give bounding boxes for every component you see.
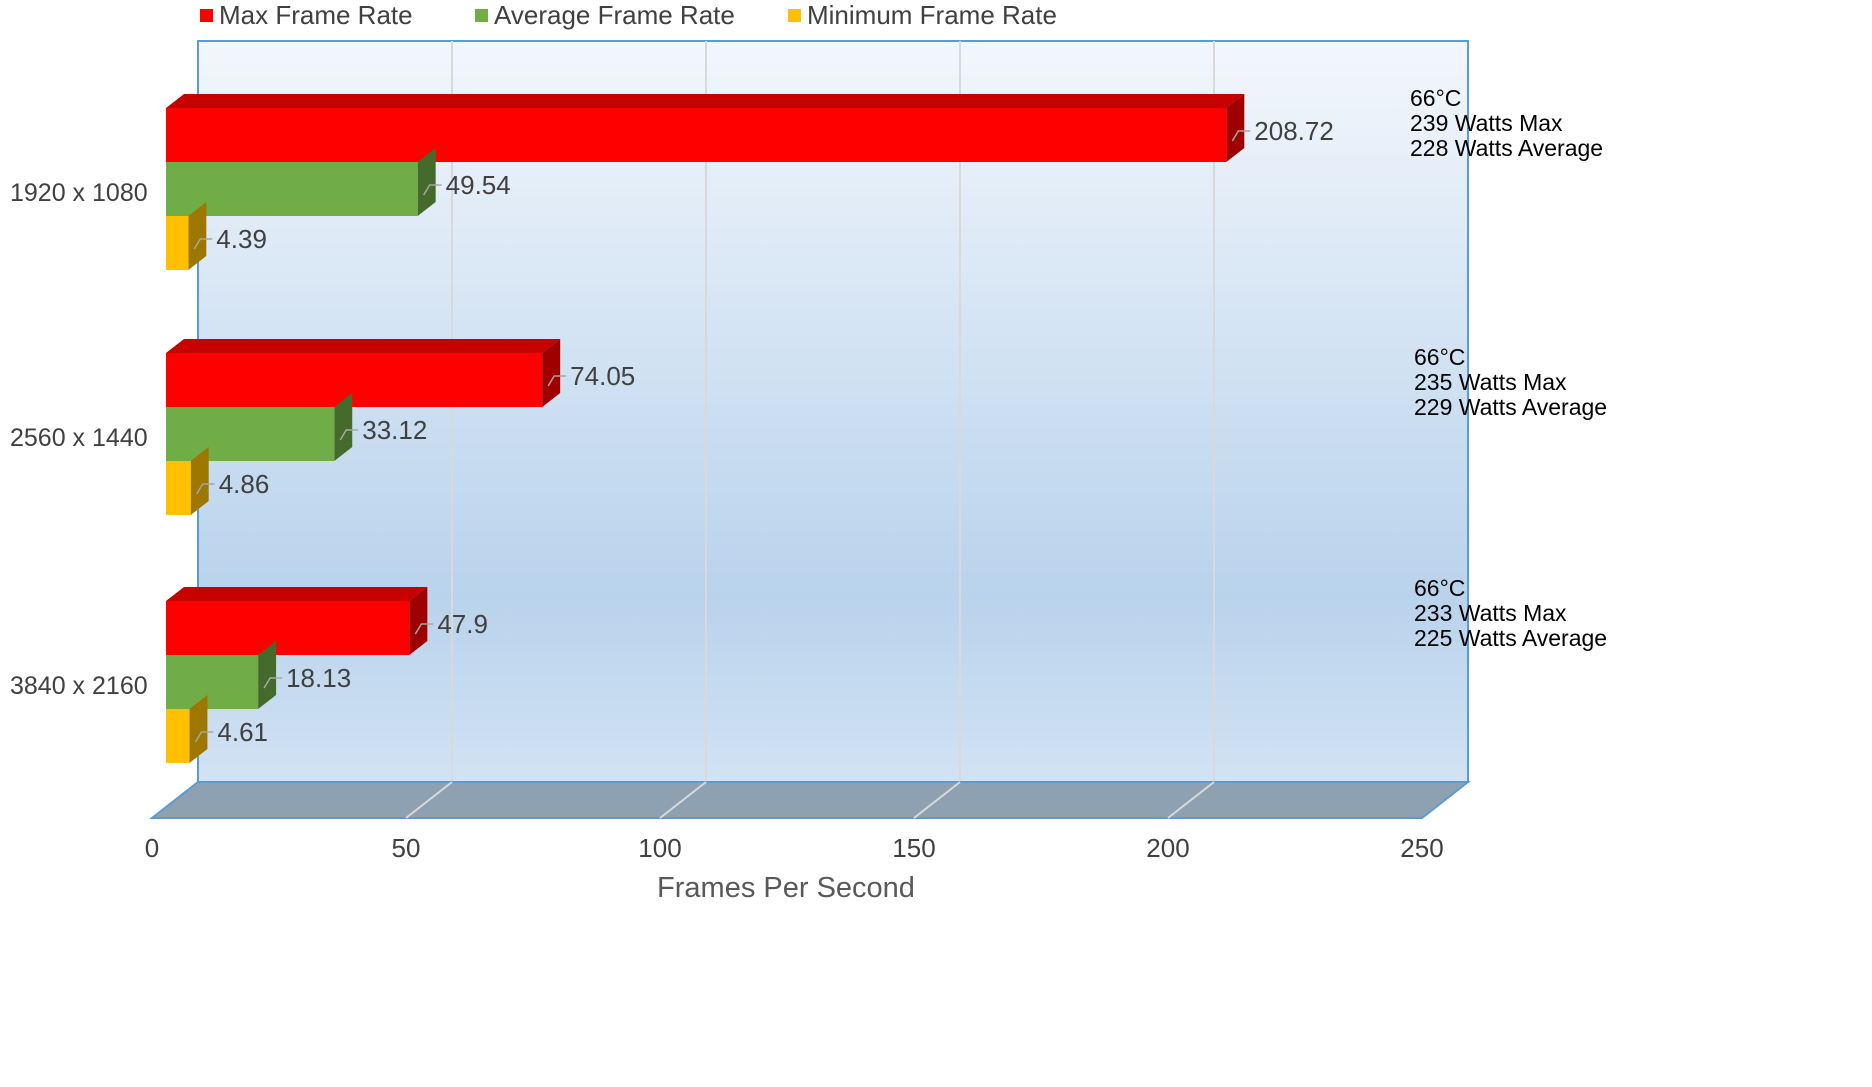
bar-front-face	[166, 162, 418, 216]
bar-front-face	[166, 709, 190, 763]
x-tick-label: 200	[1146, 833, 1189, 863]
legend-swatch	[200, 9, 213, 22]
x-tick-label: 150	[892, 833, 935, 863]
annotation-line: 66°C	[1414, 344, 1465, 370]
bar-marks	[166, 94, 1245, 763]
bar-front-face	[166, 108, 1227, 162]
data-label: 47.9	[437, 609, 488, 639]
annotation-line: 66°C	[1414, 575, 1465, 601]
data-label-leader	[1231, 130, 1251, 142]
bar-top-face	[166, 339, 561, 353]
legend-swatch	[788, 9, 801, 22]
data-labels: 208.72 49.54 4.39 74.05 33.12 4.86 47.9 18.13 4.…	[193, 116, 1334, 747]
data-label-leader	[414, 623, 434, 635]
bar-front-face	[166, 655, 259, 709]
bar-top-face	[166, 587, 428, 601]
category-axis: 1920 x 1080 2560 x 1440 3840 x 2160	[10, 179, 148, 700]
bar-side-face	[1226, 94, 1245, 162]
legend-label: Minimum Frame Rate	[807, 0, 1057, 30]
plot-floor	[149, 781, 1471, 819]
category-label: 2560 x 1440	[10, 424, 148, 452]
bar-max-frame-rate	[166, 339, 561, 407]
data-label-leader	[193, 238, 213, 250]
data-label: 4.86	[219, 469, 270, 499]
bar-side-face	[334, 393, 353, 461]
data-label-leader	[547, 375, 567, 387]
x-axis-title: Frames Per Second	[657, 872, 915, 904]
data-label-leader	[196, 483, 215, 495]
x-tick-label: 0	[145, 833, 159, 863]
bar-front-face	[166, 353, 543, 407]
x-tick-label: 50	[392, 833, 421, 863]
annotation-line: 235 Watts Max	[1414, 369, 1567, 395]
data-label-leader	[339, 429, 359, 441]
bar-average-frame-rate	[166, 393, 353, 461]
floor-gridline	[405, 781, 453, 819]
floor-gridline	[1167, 781, 1215, 819]
annotation-line: 66°C	[1410, 85, 1461, 111]
data-label-leader	[423, 184, 442, 196]
bar-max-frame-rate	[166, 587, 428, 655]
data-label: 33.12	[362, 415, 427, 445]
bar-side-face	[258, 641, 277, 709]
bar-side-face	[417, 148, 436, 216]
data-label: 18.13	[286, 663, 351, 693]
gridlines	[451, 41, 1215, 782]
x-tick-label: 250	[1400, 833, 1443, 863]
bar-average-frame-rate	[166, 641, 277, 709]
annotation-line: 233 Watts Max	[1414, 600, 1567, 626]
bar-minimum-frame-rate	[166, 447, 209, 515]
bar-side-face	[542, 339, 561, 407]
bar-front-face	[166, 601, 410, 655]
bar-top-face	[166, 94, 1245, 108]
x-tick-label: 100	[638, 833, 681, 863]
data-label: 49.54	[446, 170, 511, 200]
bar-front-face	[166, 407, 335, 461]
data-label-leader	[194, 731, 214, 743]
data-label: 4.39	[216, 224, 267, 254]
bar-side-face	[409, 587, 428, 655]
annotation-line: 229 Watts Average	[1414, 394, 1607, 420]
data-label: 208.72	[1254, 116, 1334, 146]
data-label: 4.61	[217, 717, 268, 747]
legend: Max Frame Rate Average Frame Rate Minimum …	[200, 0, 1057, 30]
bar-side-face	[189, 695, 208, 763]
category-label: 3840 x 2160	[10, 672, 148, 700]
bar-side-face	[190, 447, 209, 515]
bar-front-face	[166, 216, 189, 270]
annotation-line: 239 Watts Max	[1410, 110, 1563, 136]
bar-minimum-frame-rate	[166, 695, 208, 763]
annotation-line: 225 Watts Average	[1414, 625, 1607, 651]
data-label-leader	[263, 677, 283, 689]
legend-label: Average Frame Rate	[494, 0, 735, 30]
bar-side-face	[188, 202, 207, 270]
bar-minimum-frame-rate	[166, 202, 207, 270]
x-axis: 0 50 100 150 200 250 Frames Per Second	[145, 833, 1444, 904]
bar-average-frame-rate	[166, 148, 436, 216]
bar-front-face	[166, 461, 191, 515]
legend-label: Max Frame Rate	[219, 0, 413, 30]
floor-panel	[149, 781, 1471, 819]
category-label: 1920 x 1080	[10, 179, 148, 207]
legend-swatch	[475, 9, 488, 22]
bar-max-frame-rate	[166, 94, 1245, 162]
annotation-line: 228 Watts Average	[1410, 135, 1603, 161]
data-label: 74.05	[570, 361, 635, 391]
floor-gridline	[913, 781, 961, 819]
floor-gridline	[659, 781, 707, 819]
